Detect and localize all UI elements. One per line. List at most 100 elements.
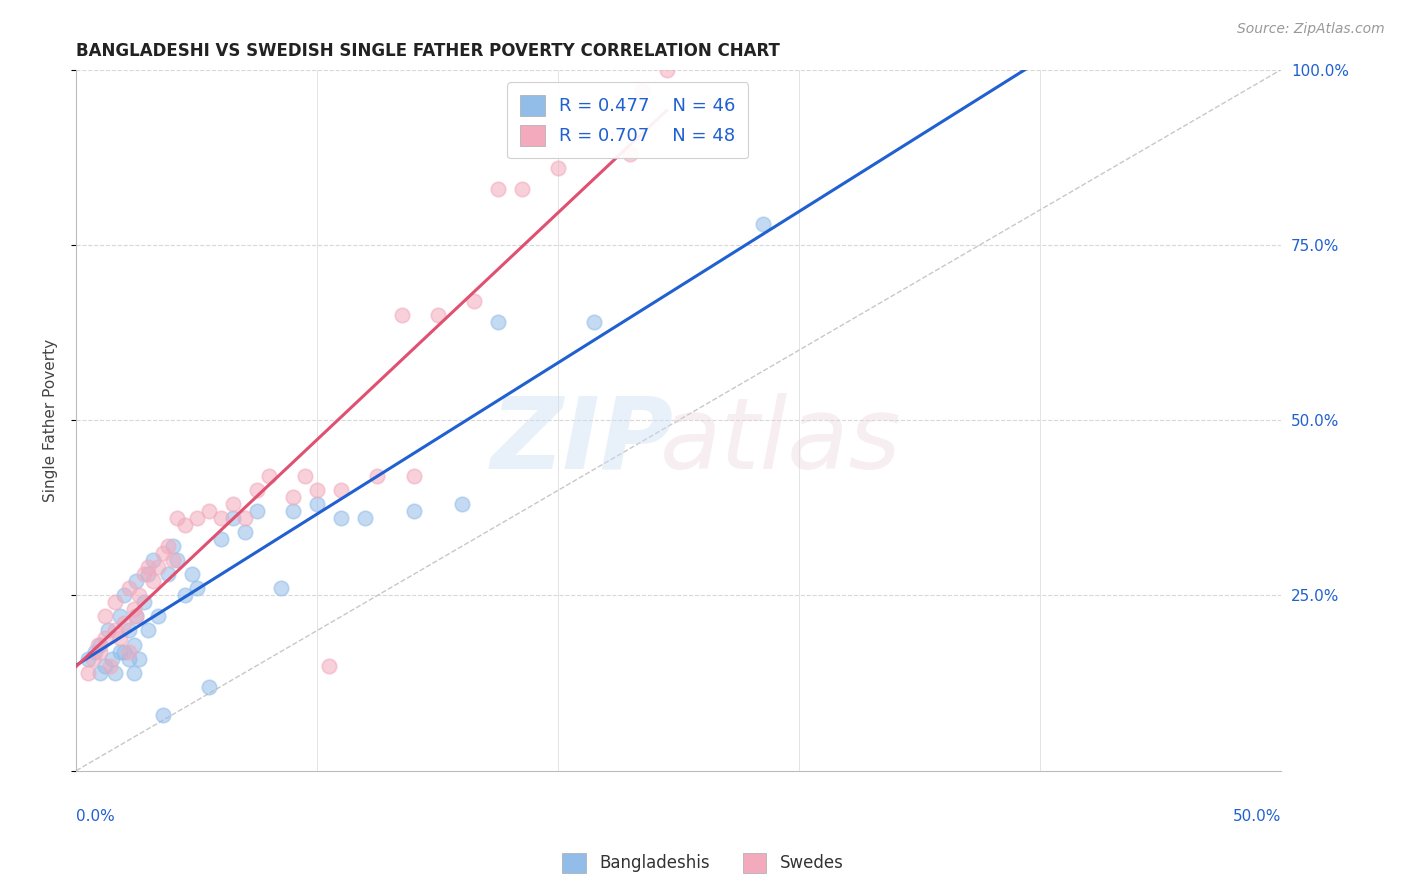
Text: BANGLADESHI VS SWEDISH SINGLE FATHER POVERTY CORRELATION CHART: BANGLADESHI VS SWEDISH SINGLE FATHER POV…	[76, 42, 780, 60]
Point	[318, 658, 340, 673]
Point	[104, 665, 127, 680]
Point	[146, 609, 169, 624]
Point	[330, 511, 353, 525]
Point	[631, 84, 654, 98]
Point	[270, 582, 292, 596]
Text: 0.0%: 0.0%	[76, 809, 115, 824]
Point	[281, 491, 304, 505]
Point	[108, 609, 131, 624]
Point	[180, 567, 202, 582]
Point	[128, 589, 150, 603]
Point	[463, 293, 485, 308]
Point	[547, 161, 569, 175]
Point	[122, 665, 145, 680]
Point	[132, 567, 155, 582]
Point	[125, 609, 148, 624]
Point	[307, 497, 329, 511]
Point	[77, 651, 100, 665]
Point	[89, 638, 111, 652]
Point	[87, 638, 110, 652]
Point	[156, 540, 179, 554]
Point	[112, 616, 135, 631]
Point	[101, 651, 124, 665]
Point	[152, 546, 174, 560]
Point	[112, 589, 135, 603]
Point	[330, 483, 353, 498]
Point	[142, 553, 165, 567]
Point	[108, 631, 131, 645]
Point	[118, 644, 141, 658]
Point	[752, 217, 775, 231]
Point	[89, 644, 111, 658]
Y-axis label: Single Father Poverty: Single Father Poverty	[44, 339, 58, 501]
Point	[186, 511, 208, 525]
Point	[128, 651, 150, 665]
Point	[138, 567, 160, 582]
Point	[122, 638, 145, 652]
Point	[222, 511, 245, 525]
Point	[402, 504, 425, 518]
Point	[94, 609, 117, 624]
Point	[246, 504, 269, 518]
Point	[104, 624, 127, 638]
Point	[486, 315, 509, 329]
Point	[118, 624, 141, 638]
Legend: R = 0.477    N = 46, R = 0.707    N = 48: R = 0.477 N = 46, R = 0.707 N = 48	[508, 82, 748, 158]
Point	[402, 469, 425, 483]
Point	[84, 644, 107, 658]
Point	[118, 651, 141, 665]
Point	[104, 595, 127, 609]
Point	[142, 574, 165, 589]
Point	[486, 182, 509, 196]
Point	[96, 624, 118, 638]
Point	[112, 644, 135, 658]
Point	[162, 553, 184, 567]
Point	[77, 665, 100, 680]
Legend: Bangladeshis, Swedes: Bangladeshis, Swedes	[555, 847, 851, 880]
Point	[94, 631, 117, 645]
Text: Source: ZipAtlas.com: Source: ZipAtlas.com	[1237, 22, 1385, 37]
Point	[233, 511, 256, 525]
Point	[307, 483, 329, 498]
Point	[156, 567, 179, 582]
Point	[294, 469, 316, 483]
Point	[122, 602, 145, 616]
Text: 50.0%: 50.0%	[1233, 809, 1281, 824]
Text: ZIP: ZIP	[491, 392, 673, 490]
Point	[655, 62, 678, 77]
Point	[281, 504, 304, 518]
Point	[354, 511, 377, 525]
Point	[138, 624, 160, 638]
Point	[450, 497, 472, 511]
Point	[510, 182, 533, 196]
Point	[246, 483, 269, 498]
Point	[125, 574, 148, 589]
Point	[222, 497, 245, 511]
Point	[89, 665, 111, 680]
Point	[166, 511, 188, 525]
Point	[162, 540, 184, 554]
Point	[619, 146, 641, 161]
Point	[233, 525, 256, 540]
Point	[209, 511, 232, 525]
Point	[197, 680, 219, 694]
Point	[82, 651, 104, 665]
Point	[257, 469, 280, 483]
Point	[391, 308, 413, 322]
Point	[166, 553, 188, 567]
Point	[146, 560, 169, 574]
Point	[583, 315, 606, 329]
Point	[125, 609, 148, 624]
Point	[426, 308, 449, 322]
Point	[108, 644, 131, 658]
Point	[173, 518, 195, 533]
Point	[366, 469, 388, 483]
Point	[209, 533, 232, 547]
Point	[132, 595, 155, 609]
Point	[186, 582, 208, 596]
Point	[197, 504, 219, 518]
Point	[98, 658, 121, 673]
Point	[138, 560, 160, 574]
Text: atlas: atlas	[661, 392, 901, 490]
Point	[173, 589, 195, 603]
